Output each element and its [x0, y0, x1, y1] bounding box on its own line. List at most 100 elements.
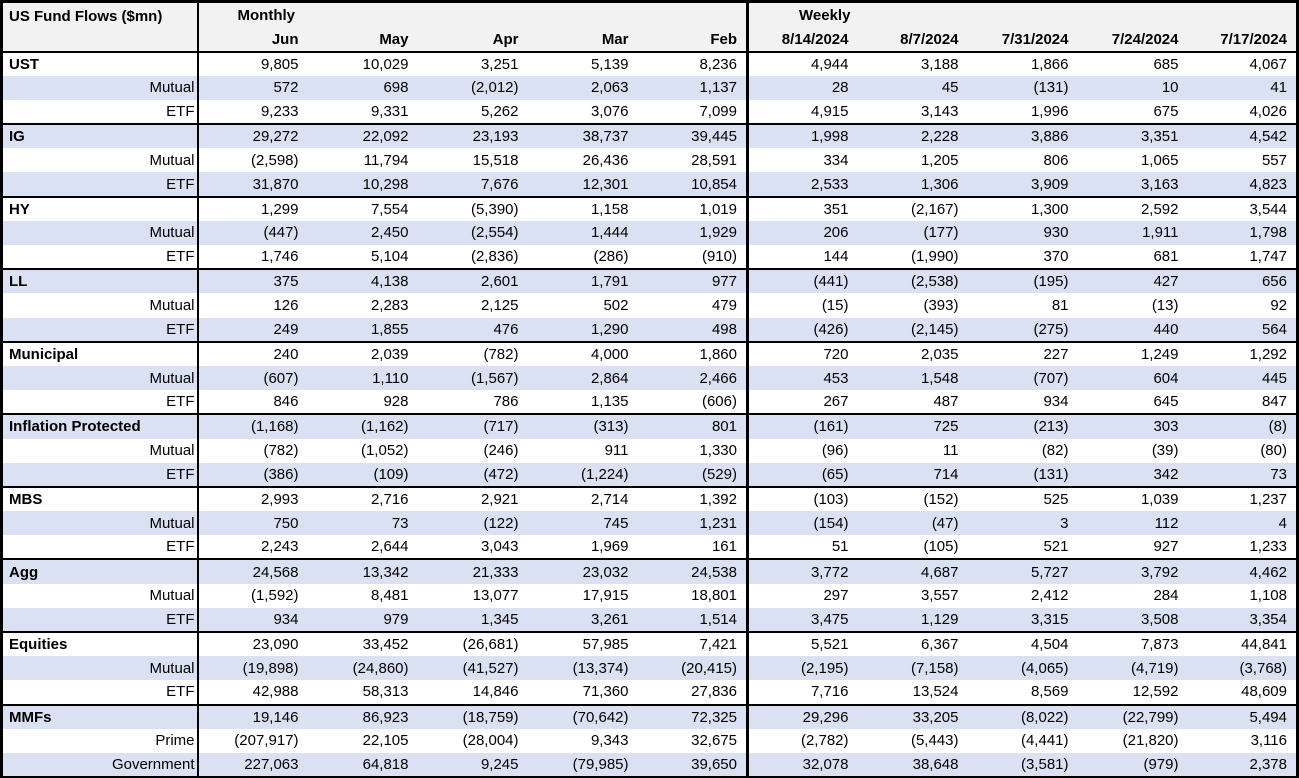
- table-row: Mutual 750 73 (122) 745 1,231 (154) (47) 3 112 4: [1, 511, 1298, 536]
- value-cell: (131): [1033, 465, 1069, 483]
- value-cell: 3,251: [417, 50, 528, 76]
- value-cell: 284: [1153, 587, 1179, 605]
- value-cell: 7,421: [637, 630, 749, 657]
- value-cell: 4,823: [1249, 175, 1287, 193]
- value-cell: (207,917): [234, 732, 299, 750]
- value-cell: (8,022): [967, 703, 1078, 729]
- value-cell: 3,475: [810, 610, 849, 628]
- table-row: Mutual (607) 1,110 (1,567) 2,864 2,466 453 1,54…: [1, 365, 1298, 391]
- value-cell: 1,746: [260, 248, 299, 266]
- value-cell: 453: [823, 369, 849, 387]
- row-label: ETF: [1, 99, 199, 125]
- value-cell: (8): [1187, 413, 1298, 439]
- value-cell: 1,866: [967, 50, 1078, 76]
- value-cell: 1,855: [370, 320, 409, 338]
- weekly-column-header: 7/24/2024: [1077, 28, 1188, 53]
- monthly-column-header: Jun: [197, 28, 308, 53]
- value-cell: 801: [637, 413, 749, 439]
- value-cell: (4,719): [1130, 659, 1179, 677]
- value-cell: 1,791: [527, 268, 638, 294]
- value-cell: 3,909: [1030, 175, 1069, 193]
- value-cell: (275): [1033, 320, 1069, 338]
- value-cell: 714: [933, 465, 959, 483]
- value-cell: 2,039: [307, 340, 418, 366]
- value-cell: 846: [273, 393, 299, 411]
- value-cell: (447): [263, 224, 299, 242]
- value-cell: (529): [637, 462, 749, 487]
- group-label: Municipal: [1, 340, 199, 366]
- value-cell: 786: [493, 393, 519, 411]
- table-row: ETF 2,243 2,644 3,043 1,969 161 51 (105) 521 927 1…: [1, 535, 1298, 560]
- row-label: Mutual: [1, 365, 199, 391]
- value-cell: 656: [1187, 268, 1298, 294]
- value-cell: 525: [967, 485, 1078, 512]
- value-cell: 9,343: [590, 732, 629, 750]
- value-cell: 930: [1043, 224, 1069, 242]
- value-cell: (13,374): [572, 659, 629, 677]
- value-cell: 303: [1077, 413, 1188, 439]
- value-cell: 1,514: [637, 607, 749, 632]
- value-cell: 1,019: [637, 195, 749, 221]
- value-cell: 681: [1153, 248, 1179, 266]
- value-cell: (19,898): [242, 659, 299, 677]
- value-cell: 4,687: [857, 558, 968, 584]
- value-cell: 479: [637, 293, 749, 318]
- row-label: Mutual: [1, 293, 199, 318]
- value-cell: (109): [373, 465, 409, 483]
- column-header-row: Jun May Apr Mar Feb 8/14/2024 8/7/2024 7/31/202…: [2, 28, 1298, 53]
- table-row: Mutual (447) 2,450 (2,554) 1,444 1,929 206 (177…: [1, 220, 1298, 245]
- value-cell: 4,026: [1249, 102, 1287, 120]
- value-cell: (65): [821, 465, 849, 483]
- value-cell: 1,996: [1030, 102, 1069, 120]
- row-label: ETF: [1, 535, 199, 560]
- weekly-section-header: Weekly: [747, 1, 1298, 29]
- value-cell: (393): [923, 296, 959, 314]
- value-cell: 1,292: [1187, 340, 1298, 366]
- value-cell: 2,921: [417, 485, 528, 512]
- value-cell: 41: [1270, 79, 1287, 97]
- value-cell: 2,716: [307, 485, 418, 512]
- value-cell: 4,915: [810, 102, 849, 120]
- value-cell: (13): [1151, 296, 1179, 314]
- value-cell: 3,792: [1077, 558, 1188, 584]
- value-cell: 3,116: [1250, 732, 1287, 750]
- section-header-row: US Fund Flows ($mn) Monthly Weekly: [1, 1, 1298, 53]
- value-cell: 476: [493, 320, 519, 338]
- value-cell: 604: [1153, 369, 1179, 387]
- value-cell: (195): [967, 268, 1078, 294]
- value-cell: 1,860: [637, 340, 749, 366]
- row-label: Government: [1, 752, 199, 778]
- value-cell: 4,504: [967, 630, 1078, 657]
- value-cell: 38,737: [527, 123, 638, 149]
- value-cell: 2,644: [370, 538, 409, 556]
- value-cell: 2,601: [417, 268, 528, 294]
- value-cell: 3,557: [920, 587, 959, 605]
- value-cell: 31,870: [252, 175, 299, 193]
- group-total-row: MMFs 19,146 86,923 (18,759) (70,642) 72,325 29…: [1, 703, 1298, 729]
- value-cell: 5,262: [480, 102, 519, 120]
- value-cell: 498: [637, 317, 749, 342]
- value-cell: 487: [933, 393, 959, 411]
- group-total-row: Inflation Protected (1,168) (1,162) (717) (3…: [1, 413, 1298, 439]
- value-cell: 4,000: [527, 340, 638, 366]
- monthly-section-header: Monthly: [197, 1, 749, 29]
- value-cell: 12,301: [582, 175, 629, 193]
- row-label: Prime: [1, 728, 199, 753]
- value-cell: 3,351: [1077, 123, 1188, 149]
- value-cell: 521: [1043, 538, 1069, 556]
- value-cell: 3,261: [590, 610, 629, 628]
- value-cell: 28: [831, 79, 849, 97]
- table-row: ETF 42,988 58,313 14,846 71,360 27,836 7,716 13…: [1, 680, 1298, 705]
- value-cell: 1,129: [920, 610, 959, 628]
- group-label: UST: [1, 50, 199, 76]
- value-cell: (2,836): [470, 248, 519, 266]
- value-cell: (152): [857, 485, 968, 512]
- value-cell: 370: [1043, 248, 1069, 266]
- value-cell: (441): [747, 268, 858, 294]
- value-cell: 750: [273, 514, 299, 532]
- value-cell: 8,569: [1030, 683, 1069, 701]
- value-cell: 3,043: [480, 538, 519, 556]
- value-cell: 720: [747, 340, 858, 366]
- row-label: Mutual: [1, 220, 199, 245]
- value-cell: 3,163: [1140, 175, 1179, 193]
